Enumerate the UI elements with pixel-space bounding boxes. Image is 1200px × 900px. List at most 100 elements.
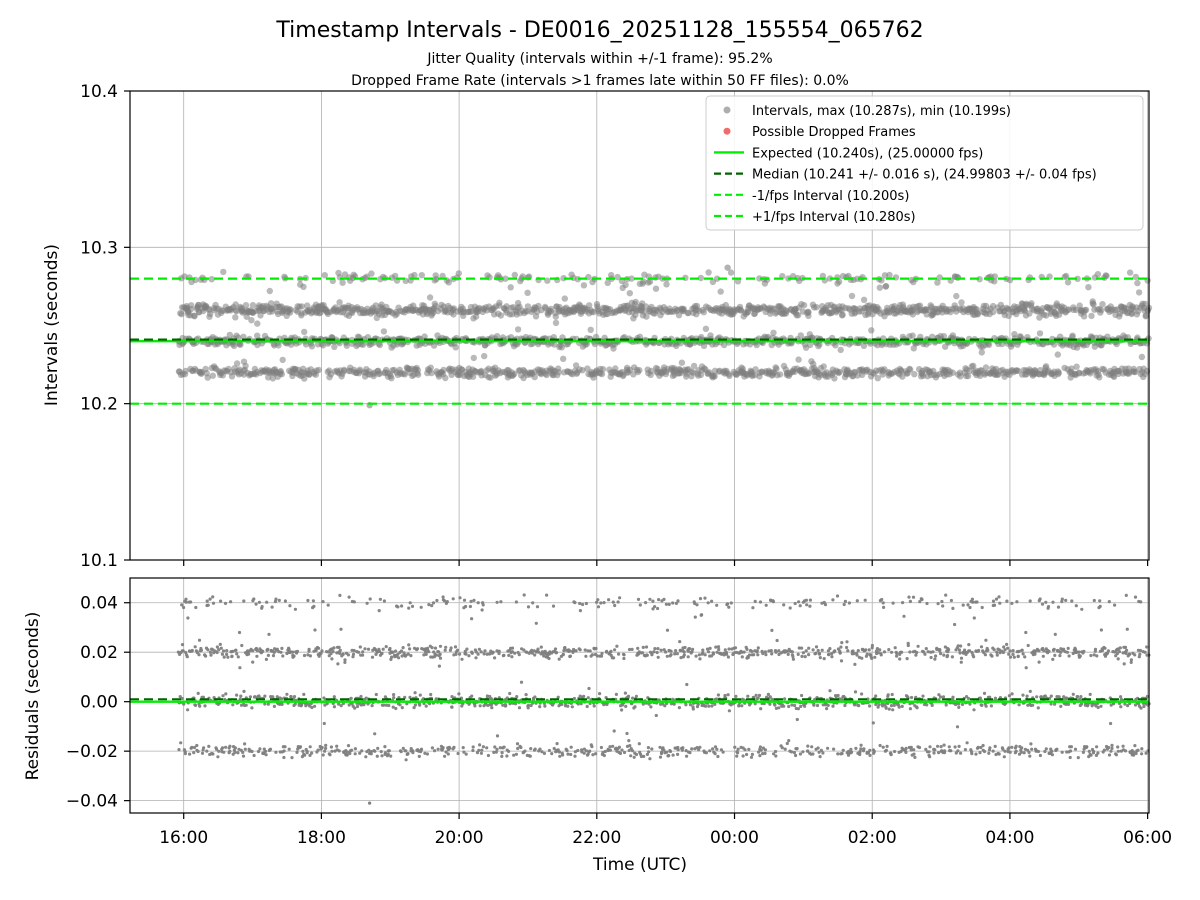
data-point [745, 752, 749, 757]
data-point [365, 601, 369, 605]
data-point [448, 746, 452, 750]
data-point [630, 647, 634, 652]
data-point [491, 650, 495, 654]
data-point [667, 754, 671, 758]
data-point [242, 689, 246, 694]
data-point [322, 721, 326, 726]
data-point [243, 742, 247, 746]
data-point [250, 749, 254, 754]
data-point [433, 646, 438, 650]
data-point [770, 628, 774, 633]
data-point [808, 604, 812, 608]
data-point [337, 645, 341, 650]
data-point [845, 645, 849, 650]
data-point [915, 706, 919, 710]
data-point [884, 706, 888, 710]
data-point [774, 650, 778, 654]
data-point [816, 648, 820, 653]
data-point [388, 375, 395, 382]
data-point [392, 696, 396, 700]
data-point [909, 332, 916, 339]
data-point [222, 655, 226, 659]
data-point [930, 703, 934, 708]
data-point [677, 706, 682, 710]
data-point [959, 644, 963, 648]
data-point [542, 751, 547, 756]
data-point [986, 648, 990, 652]
data-point [944, 703, 948, 707]
data-point [411, 749, 415, 753]
data-point [1028, 689, 1032, 694]
data-point [987, 751, 991, 755]
data-point [502, 275, 509, 282]
data-point [891, 601, 895, 605]
data-point [476, 601, 480, 605]
data-point [912, 752, 916, 756]
data-point [854, 746, 858, 751]
data-point [873, 655, 877, 659]
data-point [939, 652, 943, 656]
data-point [311, 599, 315, 603]
data-point [216, 755, 220, 759]
data-point [594, 752, 598, 756]
data-point [206, 603, 210, 607]
data-point [611, 600, 615, 604]
data-point [742, 650, 746, 654]
data-point [641, 702, 645, 706]
data-point [951, 606, 955, 611]
data-point [1021, 652, 1025, 656]
data-point [965, 741, 969, 745]
data-point [721, 750, 725, 754]
data-point [674, 649, 678, 653]
data-point [394, 649, 398, 653]
data-point [688, 703, 693, 707]
data-point [302, 692, 306, 697]
data-point [624, 704, 628, 709]
data-point [868, 748, 872, 752]
intervals-y-ticks: 10.110.210.310.4 [80, 82, 130, 571]
data-point [414, 366, 421, 374]
data-point [438, 644, 443, 648]
data-point [316, 748, 320, 752]
data-point [958, 299, 965, 306]
data-point [219, 599, 223, 603]
data-point [596, 598, 600, 602]
data-point [207, 744, 211, 749]
data-point [235, 693, 239, 697]
data-point [793, 703, 797, 708]
legend-label-3: Median (10.241 +/- 0.016 s), (24.99803 +… [752, 168, 1097, 183]
data-point [511, 370, 518, 378]
data-point [211, 601, 216, 605]
data-point [359, 694, 363, 699]
data-point [209, 653, 213, 657]
data-point [291, 650, 295, 654]
data-point [578, 601, 582, 606]
data-point [226, 655, 230, 659]
data-point [891, 708, 895, 712]
data-point [957, 648, 962, 652]
data-point [664, 650, 668, 654]
data-point [529, 747, 533, 751]
data-point [442, 374, 449, 382]
data-point [467, 654, 471, 658]
data-point [384, 645, 388, 649]
data-point [479, 751, 483, 755]
data-point [611, 744, 615, 748]
data-point [219, 372, 226, 379]
data-point [514, 600, 519, 604]
data-point [649, 705, 653, 709]
data-point [343, 658, 347, 662]
data-point [578, 609, 583, 613]
data-point [526, 605, 531, 609]
data-point [478, 704, 482, 708]
data-point [441, 746, 445, 750]
data-point [626, 290, 633, 297]
data-point [363, 647, 367, 651]
data-point [740, 655, 744, 659]
data-point [186, 708, 190, 712]
data-point [865, 652, 869, 656]
data-point [925, 601, 929, 606]
data-point [640, 278, 647, 285]
data-point [947, 648, 951, 652]
data-point [224, 745, 228, 749]
